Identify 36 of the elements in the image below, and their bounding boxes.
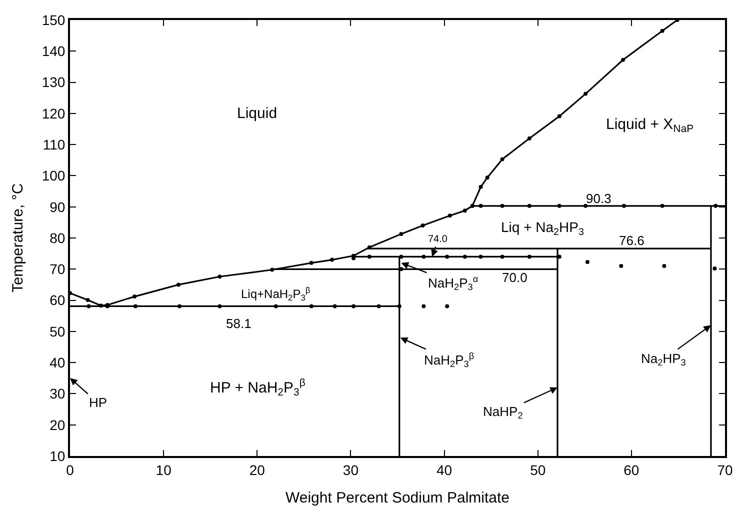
y-axis-title: Temperature, °C bbox=[10, 183, 27, 293]
annotation: 58.1 bbox=[226, 316, 252, 331]
y-tick-label: 10 bbox=[50, 448, 66, 464]
annotation: NaHP$_{2}$ bbox=[483, 404, 523, 421]
annotation: 76.6 bbox=[619, 233, 644, 248]
y-tick-label: 100 bbox=[42, 168, 66, 184]
y-tick-label: 20 bbox=[50, 416, 66, 433]
y-tick-label: 60 bbox=[50, 292, 66, 308]
annotation: 90.3 bbox=[586, 191, 612, 206]
y-tick-label: 110 bbox=[42, 136, 66, 152]
y-tick-label: 90 bbox=[50, 198, 66, 215]
y-tick-label: 70 bbox=[50, 261, 66, 278]
y-tick-label: 40 bbox=[50, 354, 66, 370]
x-tick-label: 20 bbox=[249, 462, 266, 478]
y-tick-label: 30 bbox=[50, 386, 66, 402]
x-tick-label: 40 bbox=[436, 462, 452, 478]
annotation: Na$_{2}$HP$_{3}$ bbox=[641, 351, 686, 368]
y-tick-label: 120 bbox=[42, 105, 66, 122]
y-tick-label: 140 bbox=[42, 43, 66, 60]
x-tick-label: 60 bbox=[624, 462, 640, 478]
y-tick-label: 150 bbox=[42, 12, 66, 28]
annotation: Liquid + X$_{NaP}$ bbox=[606, 116, 694, 136]
x-tick-label: 50 bbox=[530, 462, 546, 478]
annotation: 74.0 bbox=[428, 234, 448, 245]
annotation: HP bbox=[89, 395, 108, 410]
annotation: Liquid bbox=[237, 105, 278, 122]
annotation: Liq + Na$_{2}$HP$_{3}$ bbox=[501, 219, 584, 238]
x-tick-label: 0 bbox=[66, 462, 74, 478]
x-axis-title: Weight Percent Sodium Palmitate bbox=[286, 489, 510, 506]
annotation: 70.0 bbox=[502, 270, 528, 285]
y-tick-label: 50 bbox=[50, 323, 66, 340]
x-tick-label: 70 bbox=[717, 462, 733, 478]
y-tick-label: 80 bbox=[50, 230, 66, 246]
x-tick-label: 10 bbox=[156, 462, 172, 478]
y-tick-label: 130 bbox=[42, 74, 66, 90]
x-tick-label: 30 bbox=[342, 462, 359, 478]
